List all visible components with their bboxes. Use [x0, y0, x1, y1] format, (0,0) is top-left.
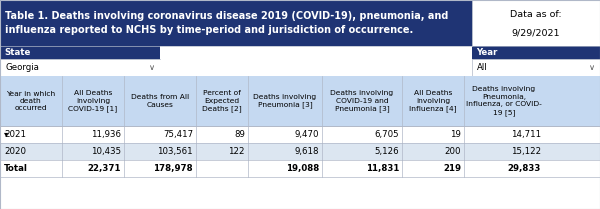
Text: 2021: 2021 [4, 130, 26, 139]
Text: 89: 89 [234, 130, 245, 139]
Text: All Deaths
involving
Influenza [4]: All Deaths involving Influenza [4] [409, 90, 457, 112]
Text: Table 1. Deaths involving coronavirus disease 2019 (COVID-19), pneumonia, and
in: Table 1. Deaths involving coronavirus di… [5, 11, 448, 35]
FancyBboxPatch shape [0, 0, 472, 46]
Text: Deaths from All
Causes: Deaths from All Causes [131, 94, 189, 108]
Text: ∨: ∨ [149, 63, 155, 72]
Text: Total: Total [4, 164, 28, 173]
FancyBboxPatch shape [0, 76, 600, 126]
Text: 11,936: 11,936 [91, 130, 121, 139]
Text: 103,561: 103,561 [157, 147, 193, 156]
Text: 9,618: 9,618 [295, 147, 319, 156]
FancyBboxPatch shape [0, 126, 600, 143]
Text: 122: 122 [229, 147, 245, 156]
Text: 5,126: 5,126 [374, 147, 399, 156]
Text: 9/29/2021: 9/29/2021 [512, 29, 560, 38]
Text: 6,705: 6,705 [374, 130, 399, 139]
Text: All: All [477, 63, 488, 72]
Text: Data as of:: Data as of: [510, 10, 562, 19]
Text: Percent of
Expected
Deaths [2]: Percent of Expected Deaths [2] [202, 90, 242, 112]
FancyBboxPatch shape [0, 160, 600, 177]
Text: Deaths involving
Pneumonia [3]: Deaths involving Pneumonia [3] [253, 94, 317, 108]
Text: ▾: ▾ [4, 129, 8, 138]
Text: Deaths involving
Pneumonia,
Influenza, or COVID-
19 [5]: Deaths involving Pneumonia, Influenza, o… [466, 86, 542, 116]
Text: 14,711: 14,711 [511, 130, 541, 139]
Text: 10,435: 10,435 [91, 147, 121, 156]
Text: 178,978: 178,978 [154, 164, 193, 173]
Text: 200: 200 [445, 147, 461, 156]
Text: 2020: 2020 [4, 147, 26, 156]
Text: 19: 19 [450, 130, 461, 139]
FancyBboxPatch shape [0, 59, 160, 76]
Text: 75,417: 75,417 [163, 130, 193, 139]
Text: State: State [4, 48, 31, 57]
Text: 19,088: 19,088 [286, 164, 319, 173]
FancyBboxPatch shape [472, 0, 600, 46]
Text: ∨: ∨ [589, 63, 595, 72]
FancyBboxPatch shape [0, 46, 160, 59]
Text: 9,470: 9,470 [295, 130, 319, 139]
Text: Year: Year [476, 48, 497, 57]
FancyBboxPatch shape [0, 143, 600, 160]
FancyBboxPatch shape [472, 46, 600, 59]
Text: 15,122: 15,122 [511, 147, 541, 156]
Text: 11,831: 11,831 [365, 164, 399, 173]
FancyBboxPatch shape [472, 59, 600, 76]
Text: Deaths involving
COVID-19 and
Pneumonia [3]: Deaths involving COVID-19 and Pneumonia … [331, 90, 394, 112]
Text: 219: 219 [443, 164, 461, 173]
FancyBboxPatch shape [160, 46, 472, 59]
Text: 29,833: 29,833 [508, 164, 541, 173]
FancyBboxPatch shape [160, 59, 472, 76]
Text: Year in which
death
occurred: Year in which death occurred [7, 90, 56, 111]
Text: All Deaths
involving
COVID-19 [1]: All Deaths involving COVID-19 [1] [68, 90, 118, 112]
Text: 22,371: 22,371 [88, 164, 121, 173]
Text: Georgia: Georgia [5, 63, 39, 72]
